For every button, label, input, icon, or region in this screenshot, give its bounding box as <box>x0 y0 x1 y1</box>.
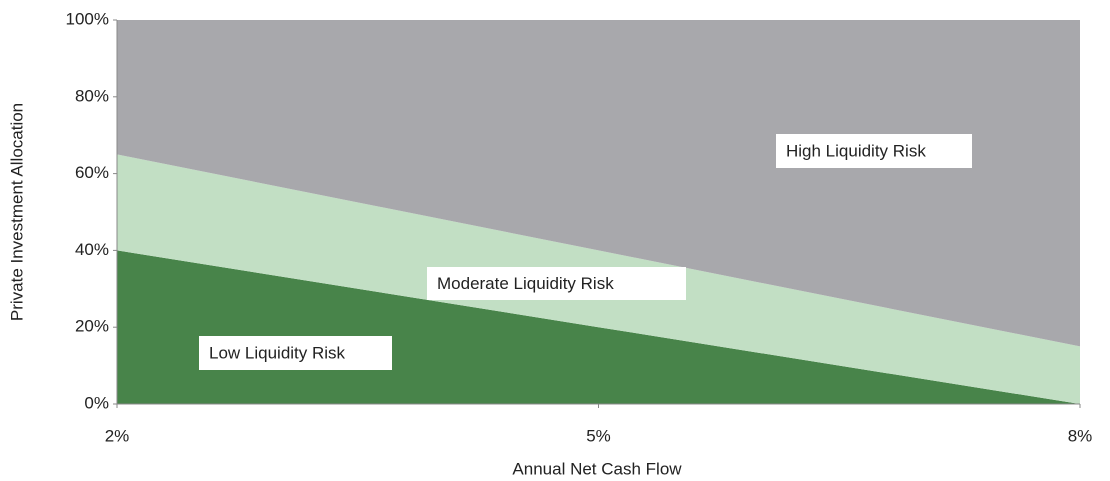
y-tick-label: 40% <box>75 240 109 259</box>
band-label: Moderate Liquidity Risk <box>437 274 614 293</box>
x-axis-label: Annual Net Cash Flow <box>512 459 682 478</box>
y-axis-label: Private Investment Allocation <box>7 103 26 321</box>
y-tick-label: 0% <box>84 393 109 412</box>
y-tick-label: 100% <box>66 9 109 28</box>
area-band <box>117 20 1080 347</box>
band-label: High Liquidity Risk <box>786 141 926 160</box>
x-tick-label: 2% <box>105 426 130 445</box>
y-tick-label: 60% <box>75 163 109 182</box>
label-box <box>427 267 686 300</box>
y-tick-label: 20% <box>75 317 109 336</box>
y-tick-label: 80% <box>75 86 109 105</box>
label-box <box>776 134 972 168</box>
label-box <box>199 336 392 370</box>
band-label: Low Liquidity Risk <box>209 343 346 362</box>
x-tick-label: 5% <box>586 426 611 445</box>
x-tick-label: 8% <box>1068 426 1093 445</box>
